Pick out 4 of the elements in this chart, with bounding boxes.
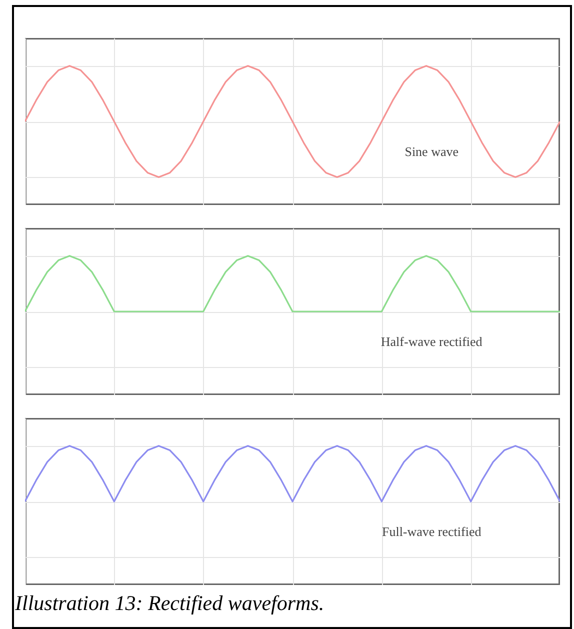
text: Illustration 13: Rectified waveforms. xyxy=(15,591,326,616)
series-label: Full-wave rectified xyxy=(382,524,482,540)
series-label: Half-wave rectified xyxy=(380,334,483,350)
series-label: Sine wave xyxy=(404,144,459,160)
